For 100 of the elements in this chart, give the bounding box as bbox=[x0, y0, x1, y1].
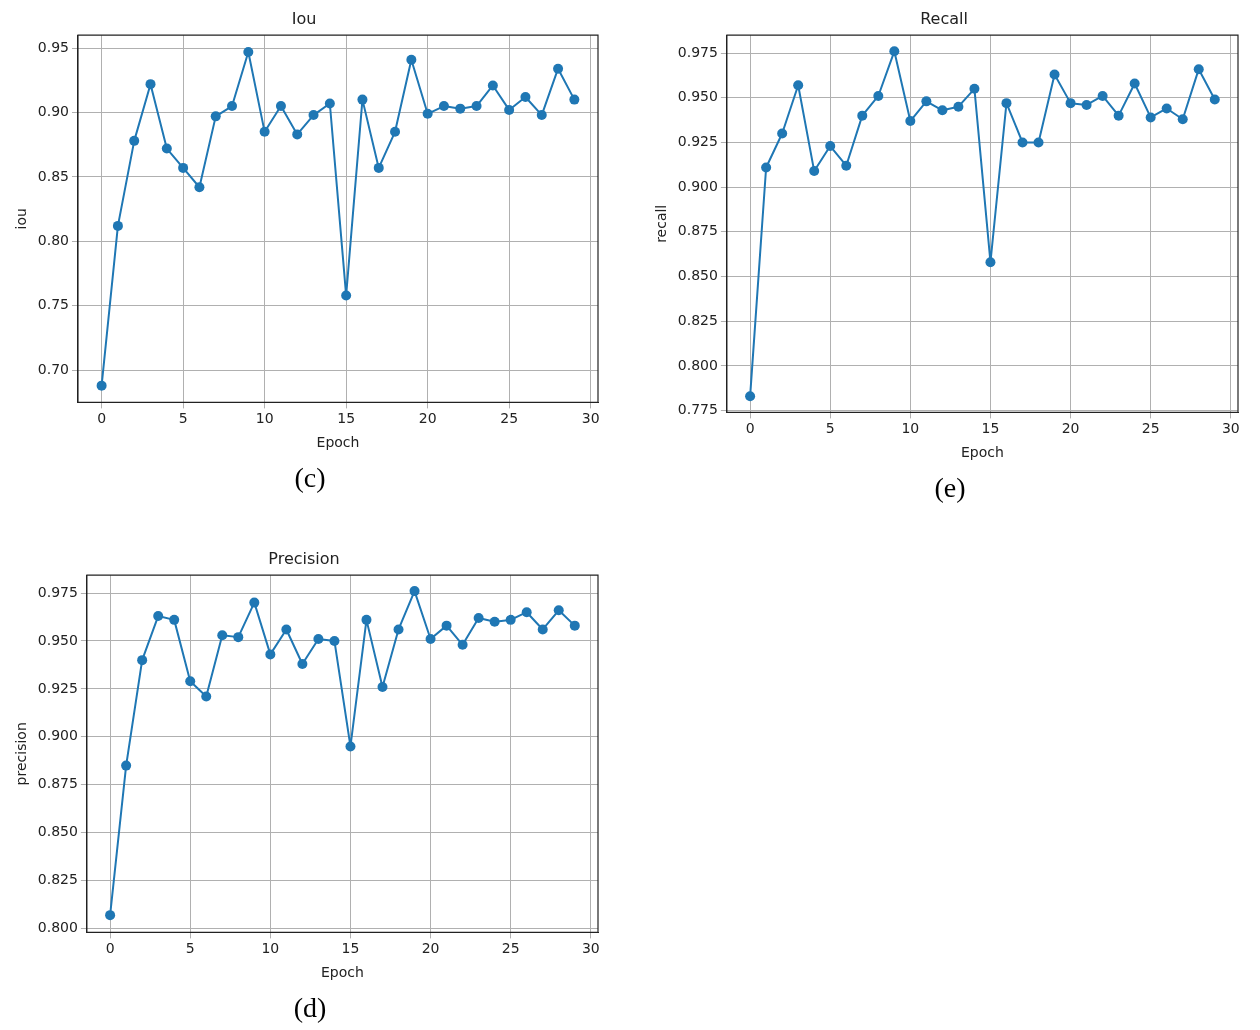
point bbox=[313, 634, 324, 645]
y-tick-label: 0.850 bbox=[37, 823, 78, 840]
point bbox=[1033, 137, 1044, 148]
point bbox=[536, 110, 547, 121]
chart-title: Recall bbox=[920, 8, 968, 28]
point bbox=[393, 624, 404, 635]
x-tick-label: 30 bbox=[581, 410, 600, 427]
x-tick-label: 15 bbox=[981, 420, 1000, 437]
point bbox=[145, 79, 156, 90]
text: (e) bbox=[933, 472, 967, 504]
point bbox=[265, 649, 276, 660]
x-tick-label: 5 bbox=[825, 420, 835, 437]
point bbox=[341, 290, 352, 301]
point bbox=[105, 910, 116, 921]
point bbox=[1113, 110, 1124, 121]
point bbox=[487, 80, 498, 91]
point bbox=[857, 110, 868, 121]
y-tick-label: 0.950 bbox=[677, 88, 718, 105]
y-tick-label: 0.950 bbox=[37, 631, 78, 648]
point bbox=[178, 162, 189, 173]
point bbox=[777, 128, 788, 139]
point bbox=[1097, 90, 1108, 101]
x-tick-label: 25 bbox=[500, 410, 519, 427]
point bbox=[455, 103, 466, 114]
point bbox=[969, 83, 980, 94]
x-tick-label: 10 bbox=[901, 420, 920, 437]
y-tick-label: 0.875 bbox=[677, 222, 718, 239]
y-tick-label: 0.800 bbox=[677, 356, 718, 373]
y-axis-title: precision bbox=[13, 722, 30, 786]
point bbox=[921, 96, 932, 107]
point bbox=[457, 639, 468, 650]
x-axis-title: Epoch bbox=[321, 964, 364, 981]
point bbox=[275, 101, 286, 112]
point bbox=[96, 380, 107, 391]
point bbox=[809, 166, 820, 177]
point bbox=[297, 658, 308, 669]
chart-title: Precision bbox=[268, 548, 340, 568]
point bbox=[553, 63, 564, 74]
point bbox=[161, 143, 172, 154]
point bbox=[153, 611, 164, 622]
point bbox=[761, 162, 772, 173]
x-axis-title: Epoch bbox=[961, 444, 1004, 461]
x-tick-label: 5 bbox=[178, 410, 188, 427]
point bbox=[841, 160, 852, 171]
point bbox=[1193, 64, 1204, 75]
y-tick-label: 0.75 bbox=[37, 296, 69, 313]
point bbox=[137, 655, 148, 666]
point bbox=[194, 182, 205, 193]
x-tick-label: 10 bbox=[255, 410, 274, 427]
point bbox=[324, 98, 335, 109]
y-tick-label: 0.80 bbox=[37, 231, 69, 248]
y-tick-label: 0.800 bbox=[37, 919, 78, 936]
point bbox=[505, 614, 516, 625]
point bbox=[569, 94, 580, 105]
point bbox=[745, 391, 756, 402]
point bbox=[409, 586, 420, 597]
y-tick-label: 0.900 bbox=[677, 177, 718, 194]
point bbox=[1081, 99, 1092, 110]
point bbox=[217, 630, 228, 641]
point bbox=[425, 634, 436, 645]
y-tick-label: 0.825 bbox=[677, 311, 718, 328]
point bbox=[937, 105, 948, 116]
chart-title: Iou bbox=[291, 8, 317, 28]
point bbox=[129, 135, 140, 146]
x-tick-label: 30 bbox=[581, 940, 600, 957]
point bbox=[308, 110, 319, 121]
point bbox=[361, 614, 372, 625]
y-axis-title: iou bbox=[13, 208, 30, 230]
x-tick-label: 5 bbox=[185, 940, 195, 957]
point bbox=[873, 90, 884, 101]
y-tick-label: 0.975 bbox=[37, 583, 78, 600]
point bbox=[537, 624, 548, 635]
point bbox=[390, 126, 401, 137]
point bbox=[441, 620, 452, 631]
y-tick-label: 0.900 bbox=[37, 727, 78, 744]
point bbox=[504, 104, 515, 115]
point bbox=[438, 101, 449, 112]
x-tick-label: 0 bbox=[105, 940, 115, 957]
point bbox=[210, 111, 221, 122]
x-tick-label: 20 bbox=[418, 410, 437, 427]
point bbox=[1001, 98, 1012, 109]
point bbox=[1049, 69, 1060, 80]
y-tick-label: 0.825 bbox=[37, 871, 78, 888]
point bbox=[889, 46, 900, 57]
x-axis-title: Epoch bbox=[316, 434, 360, 451]
point bbox=[422, 108, 433, 119]
point bbox=[905, 116, 916, 127]
point bbox=[985, 257, 996, 268]
point bbox=[329, 635, 340, 646]
point bbox=[249, 597, 260, 608]
point bbox=[259, 126, 270, 137]
point bbox=[1177, 114, 1188, 125]
point bbox=[1161, 103, 1172, 114]
point bbox=[1209, 94, 1220, 105]
point bbox=[569, 620, 580, 631]
x-tick-label: 25 bbox=[1141, 420, 1160, 437]
point bbox=[227, 101, 238, 112]
x-tick-label: 25 bbox=[501, 940, 520, 957]
y-axis-title: recall bbox=[653, 204, 670, 243]
y-tick-label: 0.850 bbox=[677, 267, 718, 284]
